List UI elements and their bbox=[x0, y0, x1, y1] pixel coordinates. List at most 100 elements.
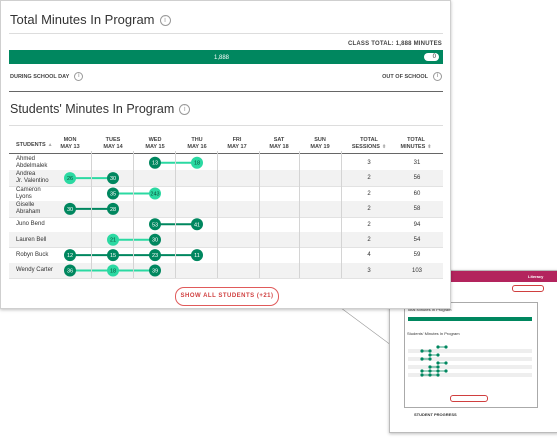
column-separator bbox=[175, 151, 176, 278]
column-separator bbox=[217, 151, 218, 278]
session-dot[interactable]: 36 bbox=[64, 264, 76, 277]
students-header-text: STUDENTS bbox=[16, 142, 46, 148]
session-dot[interactable]: 26 bbox=[64, 172, 76, 185]
sessions-header-l1: TOTAL bbox=[360, 137, 378, 143]
total-sessions-cell: 2 bbox=[367, 206, 371, 213]
session-dot[interactable]: 30 bbox=[107, 172, 119, 185]
session-dot[interactable]: 13 bbox=[149, 156, 161, 169]
student-name-line1: Ahmed bbox=[16, 156, 36, 162]
session-dot-circle bbox=[107, 187, 119, 200]
during-school-label: DURING SCHOOL DAY i bbox=[10, 72, 84, 81]
day-header-1: TUES MAY 14 bbox=[93, 137, 133, 151]
minutes-card: Total Minutes In Program i CLASS TOTAL: 1… bbox=[0, 0, 451, 309]
sort-icon[interactable]: ⬍ bbox=[427, 144, 432, 150]
student-name[interactable]: Wendy Carter bbox=[16, 267, 53, 274]
session-dot-value: 39 bbox=[152, 269, 158, 275]
day-date: MAY 16 bbox=[187, 144, 207, 150]
students-minutes-title-text: Students' Minutes In Program bbox=[10, 102, 175, 116]
during-school-label-text: DURING SCHOOL DAY bbox=[10, 73, 70, 80]
column-separator bbox=[299, 151, 300, 278]
info-icon[interactable]: i bbox=[433, 72, 442, 81]
show-all-students-button[interactable]: SHOW ALL STUDENTS (+21) bbox=[175, 287, 279, 306]
session-dot-value: 30 bbox=[110, 176, 116, 182]
student-name[interactable]: Giselle Abraham bbox=[16, 202, 40, 216]
student-name-line2: Abdelmalek bbox=[16, 163, 48, 169]
session-dot-value: 21 bbox=[110, 238, 116, 244]
day-name: TUES bbox=[105, 137, 121, 143]
session-dot-value: 18 bbox=[194, 161, 200, 167]
total-sessions-cell: 3 bbox=[367, 160, 371, 166]
total-sessions-cell: 4 bbox=[367, 252, 371, 259]
session-dot-value: 41 bbox=[194, 222, 200, 228]
info-icon[interactable]: i bbox=[74, 72, 84, 81]
session-dot[interactable]: 30 bbox=[149, 233, 161, 246]
total-sessions-cell: 2 bbox=[367, 221, 371, 228]
session-dot-circle bbox=[191, 218, 203, 231]
student-name-line1: Giselle bbox=[16, 202, 35, 209]
session-dot-value: 30 bbox=[67, 207, 73, 213]
session-dot[interactable]: 18 bbox=[107, 264, 119, 277]
session-dot-circle bbox=[107, 233, 119, 246]
session-dot[interactable]: 41 bbox=[191, 218, 203, 231]
day-date: MAY 15 bbox=[145, 144, 165, 150]
session-dot-circle bbox=[107, 172, 119, 185]
session-dot-circle bbox=[149, 218, 161, 231]
sort-icon[interactable]: ⬍ bbox=[381, 144, 387, 150]
session-dot-value: 15 bbox=[110, 253, 116, 259]
day-date: MAY 18 bbox=[269, 144, 289, 150]
out-of-school-label: OUT OF SCHOOL i bbox=[382, 72, 442, 81]
session-dot-circle bbox=[191, 249, 203, 262]
students-minutes-title: Students' Minutes In Program i bbox=[10, 102, 191, 116]
student-name[interactable]: Lauren Bell bbox=[16, 237, 46, 244]
session-dot[interactable]: 21 bbox=[107, 233, 119, 246]
student-name[interactable]: Juno Bend bbox=[16, 221, 45, 228]
student-name[interactable]: Cameron Lyons bbox=[16, 187, 41, 201]
student-name[interactable]: Robyn Buck bbox=[16, 252, 48, 259]
session-dot[interactable]: 23 bbox=[149, 249, 161, 262]
students-column-header[interactable]: STUDENTS ▲ bbox=[16, 142, 53, 149]
session-dot-circle bbox=[107, 264, 119, 277]
student-name-line1: Lauren Bell bbox=[16, 236, 47, 243]
sort-up-icon[interactable]: ▲ bbox=[47, 142, 53, 148]
session-dot-circle bbox=[107, 202, 119, 215]
session-dot[interactable]: 30 bbox=[64, 202, 76, 215]
total-sessions-cell: 3 bbox=[367, 267, 371, 274]
session-dot[interactable]: 12 bbox=[64, 249, 76, 262]
student-name-line1: Cameron bbox=[16, 186, 41, 193]
session-dot[interactable]: 53 bbox=[149, 218, 161, 231]
session-dot[interactable]: 39 bbox=[149, 264, 161, 277]
divider bbox=[9, 33, 443, 34]
session-dot[interactable]: 35 bbox=[107, 187, 119, 200]
day-header-6: SUN MAY 19 bbox=[300, 137, 340, 151]
during-school-bar[interactable] bbox=[9, 50, 443, 64]
total-sessions-header[interactable]: TOTAL SESSIONS ⬍ bbox=[351, 137, 387, 151]
session-dot-value: 18 bbox=[110, 269, 116, 275]
student-name-line2: Jr. Valentino bbox=[16, 178, 49, 185]
student-name[interactable]: Ahmed Abdelmalek bbox=[16, 156, 47, 170]
session-dot[interactable]: 28 bbox=[107, 202, 119, 215]
total-minutes-cell: 31 bbox=[413, 160, 421, 166]
session-dot-value: 23 bbox=[152, 253, 158, 259]
session-dot-circle bbox=[149, 249, 161, 262]
info-icon[interactable]: i bbox=[159, 15, 171, 27]
thumbnail-progress-title: STUDENT PROGRESS bbox=[414, 412, 457, 417]
session-dot-circle bbox=[64, 172, 76, 185]
session-dot[interactable]: 15 bbox=[107, 249, 119, 262]
info-icon[interactable]: i bbox=[179, 104, 191, 116]
out-of-school-bar-value: 0 bbox=[424, 53, 439, 61]
session-dot-circle bbox=[191, 156, 203, 169]
session-dot-circle bbox=[149, 156, 161, 169]
session-dot[interactable]: 243 bbox=[149, 187, 161, 200]
session-dot[interactable]: 18 bbox=[191, 156, 203, 169]
session-dot-circle bbox=[64, 264, 76, 277]
thumbnail-topbar bbox=[390, 271, 557, 282]
total-minutes-cell: 58 bbox=[413, 206, 421, 213]
session-dot-value: 12 bbox=[67, 253, 73, 259]
session-dot-circle bbox=[64, 202, 76, 215]
session-dot[interactable]: 11 bbox=[191, 249, 203, 262]
session-dot-value: 30 bbox=[152, 238, 158, 244]
total-sessions-cell: 2 bbox=[367, 190, 371, 197]
total-minutes-header[interactable]: TOTAL MINUTES ⬍ bbox=[396, 137, 436, 151]
student-name[interactable]: Andrea Jr. Valentino bbox=[16, 171, 49, 185]
student-name-line2: Abraham bbox=[16, 209, 41, 216]
